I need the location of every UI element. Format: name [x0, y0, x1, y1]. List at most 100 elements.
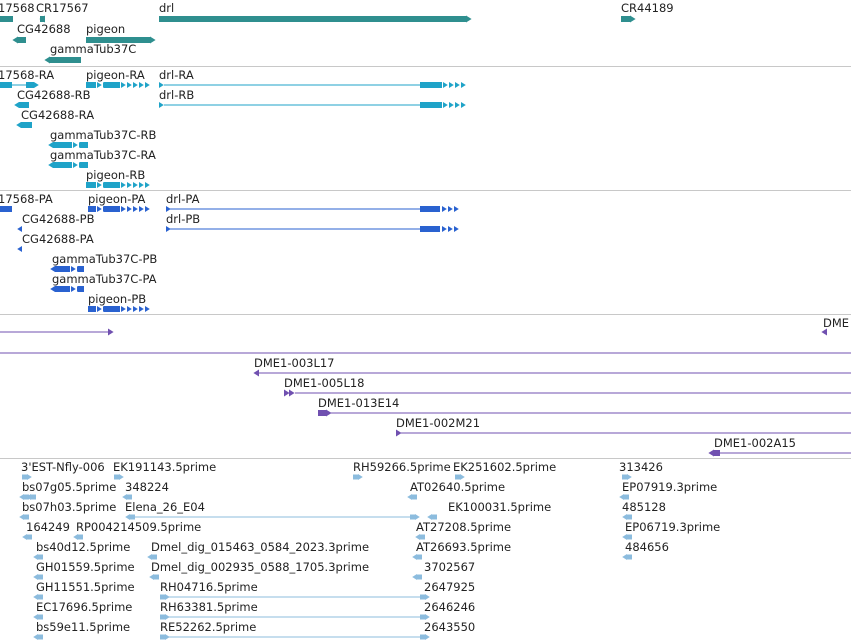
feature-label[interactable]: pigeon-PA: [88, 192, 146, 206]
strand-arrow[interactable]: [159, 102, 164, 108]
exon-block[interactable]: [88, 206, 96, 212]
est-block[interactable]: [353, 474, 358, 480]
feature-label[interactable]: 2643550: [424, 620, 476, 634]
clone-arrow[interactable]: [289, 389, 295, 397]
feature-label[interactable]: RE52262.5prime: [160, 620, 257, 634]
feature-label[interactable]: EK100031.5prime: [448, 500, 552, 514]
exon-block[interactable]: [420, 82, 442, 88]
strand-arrow[interactable]: [14, 102, 19, 108]
exon-block[interactable]: [104, 206, 120, 212]
feature-label[interactable]: 348224: [125, 480, 169, 494]
exon-block[interactable]: [0, 82, 12, 88]
est-arrow[interactable]: [19, 494, 24, 500]
feature-label[interactable]: CG42688-RA: [21, 108, 95, 122]
clone-block[interactable]: [318, 410, 326, 416]
est-arrow[interactable]: [33, 594, 38, 600]
strand-arrow[interactable]: [133, 82, 138, 88]
est-arrow[interactable]: [619, 494, 624, 500]
est-arrow[interactable]: [33, 614, 38, 620]
est-arrow[interactable]: [125, 514, 130, 520]
est-block[interactable]: [152, 554, 157, 560]
feature-label[interactable]: 313426: [619, 460, 663, 474]
est-arrow[interactable]: [22, 534, 27, 540]
strand-arrow[interactable]: [145, 306, 150, 312]
strand-arrow[interactable]: [442, 206, 447, 212]
feature-label[interactable]: 17568: [0, 1, 35, 15]
strand-arrow[interactable]: [50, 286, 55, 292]
strand-arrow[interactable]: [97, 82, 102, 88]
est-block[interactable]: [154, 574, 159, 580]
strand-arrow[interactable]: [127, 306, 132, 312]
est-arrow[interactable]: [407, 494, 412, 500]
est-arrow[interactable]: [33, 554, 38, 560]
est-arrow[interactable]: [358, 474, 363, 480]
est-arrow[interactable]: [147, 554, 152, 560]
est-block[interactable]: [160, 614, 165, 620]
est-block[interactable]: [420, 614, 425, 620]
strand-arrow[interactable]: [139, 182, 144, 188]
est-block[interactable]: [420, 634, 425, 640]
strand-arrow[interactable]: [448, 206, 453, 212]
clone-arrow[interactable]: [326, 409, 332, 417]
strand-arrow[interactable]: [121, 306, 126, 312]
est-arrow[interactable]: [415, 534, 420, 540]
strand-arrow[interactable]: [34, 82, 39, 88]
strand-arrow[interactable]: [133, 306, 138, 312]
est-arrow[interactable]: [73, 534, 78, 540]
feature-label[interactable]: bs59e11.5prime: [36, 620, 131, 634]
strand-arrow[interactable]: [133, 206, 138, 212]
est-block[interactable]: [38, 554, 43, 560]
est-block[interactable]: [417, 574, 422, 580]
strand-arrow[interactable]: [121, 82, 126, 88]
feature-label[interactable]: DME1-002M21: [396, 416, 481, 430]
strand-arrow[interactable]: [133, 182, 138, 188]
strand-arrow[interactable]: [121, 182, 126, 188]
exon-block[interactable]: [78, 286, 84, 292]
strand-arrow[interactable]: [71, 286, 76, 292]
exon-block[interactable]: [86, 82, 96, 88]
strand-arrow[interactable]: [461, 102, 466, 108]
est-block[interactable]: [78, 534, 83, 540]
strand-arrow[interactable]: [50, 266, 55, 272]
est-block[interactable]: [455, 474, 460, 480]
feature-label[interactable]: 164249: [26, 520, 70, 534]
est-block[interactable]: [114, 474, 119, 480]
est-block[interactable]: [24, 514, 29, 520]
strand-arrow[interactable]: [454, 206, 459, 212]
feature-label[interactable]: GH01559.5prime: [36, 560, 135, 574]
feature-label[interactable]: bs40d12.5prime: [36, 540, 131, 554]
clone-arrow[interactable]: [108, 328, 114, 336]
exon-block[interactable]: [0, 206, 12, 212]
gene-bar[interactable]: [50, 57, 81, 63]
est-arrow[interactable]: [412, 574, 417, 580]
gene-bar[interactable]: [40, 16, 45, 22]
feature-label[interactable]: gammaTub37C: [50, 42, 137, 56]
est-block[interactable]: [38, 594, 43, 600]
strand-arrow[interactable]: [159, 82, 164, 88]
feature-label[interactable]: RH59266.5prime: [353, 460, 451, 474]
feature-label[interactable]: EC17696.5prime: [36, 600, 133, 614]
strand-arrow[interactable]: [48, 162, 53, 168]
est-arrow[interactable]: [622, 534, 627, 540]
gene-arrow[interactable]: [44, 56, 50, 64]
exon-block[interactable]: [19, 102, 29, 108]
est-block[interactable]: [624, 494, 629, 500]
strand-arrow[interactable]: [449, 82, 454, 88]
est-block[interactable]: [412, 494, 417, 500]
feature-label[interactable]: CR17567: [36, 1, 89, 15]
gene-bar[interactable]: [621, 16, 630, 22]
exon-block[interactable]: [104, 306, 120, 312]
feature-label[interactable]: RH04716.5prime: [160, 580, 258, 594]
strand-arrow[interactable]: [139, 306, 144, 312]
gene-bar[interactable]: [86, 37, 150, 43]
est-block[interactable]: [160, 634, 165, 640]
feature-label[interactable]: gammaTub37C-RB: [50, 128, 157, 142]
exon-block[interactable]: [55, 266, 70, 272]
feature-label[interactable]: gammaTub37C-RA: [50, 148, 156, 162]
clone-block[interactable]: [714, 450, 720, 456]
strand-arrow[interactable]: [449, 102, 454, 108]
est-block[interactable]: [31, 494, 36, 500]
feature-label[interactable]: RH63381.5prime: [160, 600, 258, 614]
feature-label[interactable]: pigeon-RB: [86, 168, 146, 182]
feature-label[interactable]: EP06719.3prime: [625, 520, 721, 534]
